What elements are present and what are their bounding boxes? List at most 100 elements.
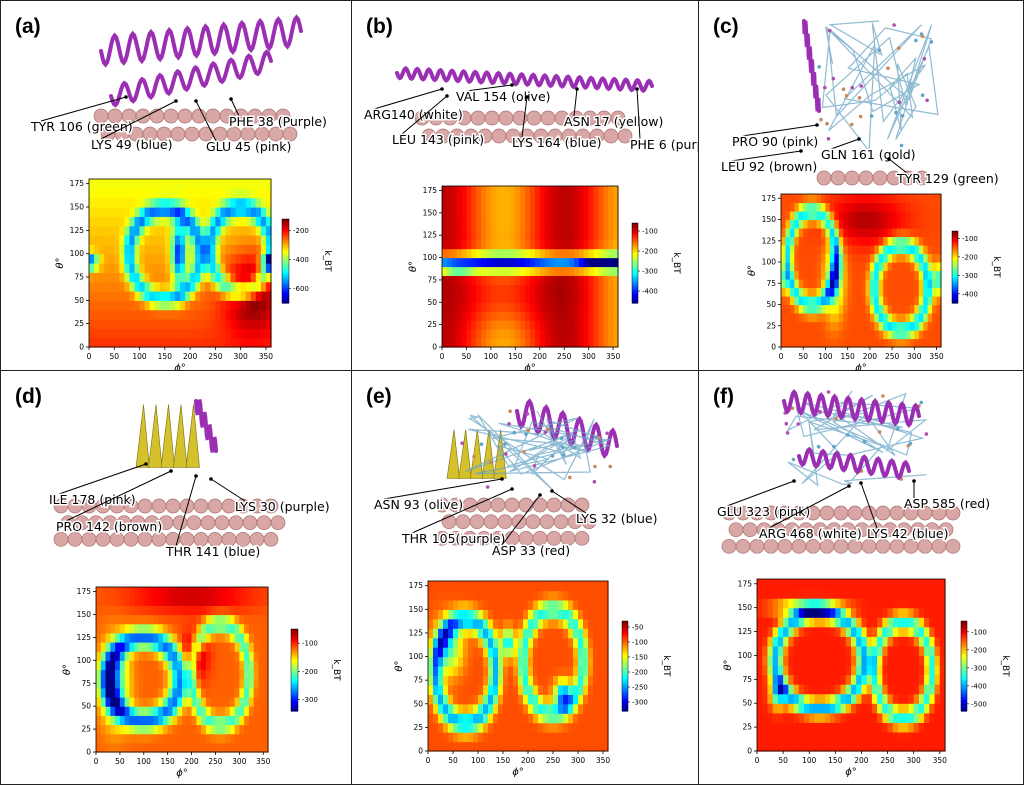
heatmap-cell: [569, 257, 575, 268]
heatmap-cell: [835, 674, 842, 685]
heatmap-cell: [909, 236, 915, 246]
heatmap-cell: [892, 617, 899, 628]
heatmap-cell: [143, 651, 150, 661]
colorbar-segment: [282, 261, 289, 264]
heatmap-cell: [840, 693, 847, 704]
heatmap-cell: [533, 741, 539, 752]
y-tick-label: 75: [74, 273, 84, 282]
heatmap-cell: [525, 266, 531, 277]
side-chain: [784, 421, 789, 426]
heatmap-cell: [481, 302, 487, 312]
residue-label: VAL 154 (olive): [456, 89, 551, 104]
heatmap-cell: [495, 221, 502, 232]
heatmap-cell: [878, 287, 884, 297]
heatmap-cell: [830, 693, 836, 704]
heatmap-cell: [442, 320, 448, 330]
colorbar-segment: [282, 235, 289, 239]
protein-structure: [395, 65, 654, 94]
heatmap-cell: [593, 675, 599, 686]
colorbar-segment: [291, 678, 298, 681]
heatmap-cell: [518, 741, 524, 752]
heatmap-cell: [838, 219, 844, 229]
heatmap-cell: [847, 304, 853, 314]
heatmap-cell: [534, 203, 541, 214]
heatmap-cell: [593, 302, 600, 312]
side-chain: [929, 40, 934, 44]
heatmap-cell: [172, 632, 178, 643]
heatmap-cell: [861, 598, 868, 609]
heatmap-cell: [793, 607, 800, 618]
heatmap-cell: [94, 179, 100, 189]
heatmap-cell: [807, 313, 813, 323]
heatmap-cell: [603, 212, 609, 223]
heatmap-cell: [458, 694, 464, 705]
heatmap-cell: [523, 666, 529, 677]
heatmap-cell: [169, 253, 176, 264]
heatmap-cell: [530, 275, 536, 285]
heatmap-cell: [939, 684, 946, 695]
heatmap-cell: [814, 731, 821, 743]
colorbar-segment: [961, 690, 967, 694]
heatmap-cell: [829, 228, 835, 238]
heatmap-cell: [878, 194, 884, 204]
heatmap-cell: [824, 645, 831, 657]
heatmap-cell: [939, 617, 946, 628]
heatmap-cell: [263, 715, 269, 726]
colorbar-segment: [291, 649, 298, 653]
heatmap-cell: [225, 291, 232, 301]
heatmap-cell: [164, 235, 171, 245]
heatmap-cell: [510, 203, 516, 214]
heatmap-cell: [559, 221, 565, 232]
heatmap-cell: [913, 665, 920, 676]
heatmap-cell: [143, 742, 150, 753]
heatmap-cell: [515, 239, 521, 250]
heatmap-cell: [158, 715, 164, 726]
heatmap-cell: [129, 596, 135, 606]
heatmap-cell: [486, 284, 492, 294]
heatmap-cell: [453, 647, 459, 658]
colorbar-segment: [961, 670, 967, 674]
heatmap-cell: [603, 618, 609, 629]
residue-label: PRO 90 (pink): [732, 134, 818, 149]
heatmap-cell: [583, 675, 589, 686]
heatmap-cell: [573, 694, 579, 705]
heatmap-cell: [559, 230, 565, 241]
heatmap-cell: [448, 741, 454, 752]
heatmap-cell: [821, 304, 827, 314]
heatmap-cell: [874, 228, 880, 238]
x-tick-label: 300: [234, 352, 249, 361]
heatmap-cell: [230, 291, 237, 301]
heatmap-cell: [191, 697, 197, 707]
heatmap-cell: [803, 304, 809, 314]
colorbar-segment: [632, 273, 638, 276]
heatmap-cell: [829, 262, 835, 272]
surface-atom: [282, 126, 298, 142]
surface-atom: [270, 515, 286, 531]
heatmap-cell: [139, 216, 146, 227]
heatmap-cell: [510, 293, 516, 303]
heatmap-cell: [757, 598, 763, 609]
heatmap-cell: [603, 302, 609, 312]
heatmap-cell: [871, 665, 878, 676]
heatmap-cell: [851, 731, 857, 743]
heatmap-cell: [201, 715, 207, 726]
annotation-arrowhead: [194, 99, 198, 103]
heatmap-cell: [534, 194, 541, 205]
heatmap-cell: [819, 645, 826, 657]
heatmap-cell: [446, 203, 453, 214]
heatmap-cell: [215, 632, 221, 643]
heatmap-cell: [129, 651, 135, 661]
colorbar-segment: [632, 243, 638, 246]
heatmap-cell: [757, 674, 763, 685]
heatmap-cell: [852, 262, 858, 272]
heatmap-cell: [433, 618, 439, 629]
heatmap-cell: [451, 293, 458, 303]
heatmap-cell: [94, 225, 100, 236]
heatmap-cell: [210, 207, 216, 217]
heatmap-cell: [182, 742, 188, 753]
heatmap-cell: [461, 329, 468, 339]
heatmap-cell: [892, 338, 898, 348]
heatmap-cell: [533, 684, 539, 695]
heatmap-cell: [205, 328, 211, 339]
heatmap-cell: [783, 655, 789, 666]
